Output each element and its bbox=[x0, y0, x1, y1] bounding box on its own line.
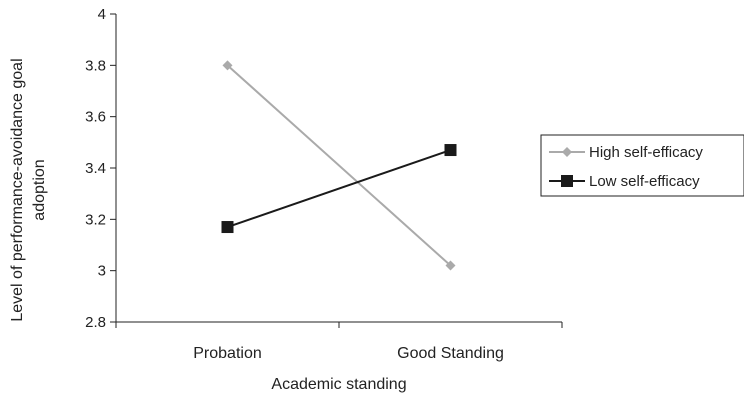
legend-box bbox=[540, 134, 744, 197]
legend: High self-efficacy Low self-efficacy bbox=[540, 134, 744, 197]
y-tick-label: 3 bbox=[98, 263, 106, 280]
data-point bbox=[221, 221, 234, 234]
y-tick-label: 3.6 bbox=[85, 109, 106, 126]
y-tick-label: 4 bbox=[98, 6, 106, 23]
x-category-label: Good Standing bbox=[397, 345, 504, 362]
y-axis-title-line-2: adoption bbox=[31, 159, 48, 220]
y-tick-label: 3.4 bbox=[85, 160, 106, 177]
legend-label: High self-efficacy bbox=[589, 144, 703, 161]
series-line bbox=[226, 64, 452, 267]
series-line bbox=[227, 149, 451, 228]
y-axis-title-line-1: Level of performance-avoidance goal bbox=[9, 58, 26, 321]
legend-label: Low self-efficacy bbox=[589, 173, 700, 190]
x-category-label: Probation bbox=[193, 345, 262, 362]
legend-item: Low self-efficacy bbox=[549, 173, 700, 190]
y-tick-label: 3.2 bbox=[85, 211, 106, 228]
y-tick-label: 3.8 bbox=[85, 57, 106, 74]
series-layer bbox=[221, 60, 457, 271]
x-axis: Probation Good Standing bbox=[115, 321, 563, 362]
y-axis: 2.8 3 3.2 3.4 3.6 3.8 4 bbox=[85, 6, 117, 331]
data-point bbox=[445, 260, 456, 271]
x-axis-title: Academic standing bbox=[271, 376, 406, 393]
series-high-self-efficacy bbox=[222, 60, 456, 271]
data-point bbox=[444, 144, 457, 157]
series-low-self-efficacy bbox=[221, 144, 457, 234]
legend-marker bbox=[561, 175, 573, 187]
legend-marker bbox=[562, 147, 572, 157]
data-point bbox=[222, 60, 233, 71]
y-tick-label: 2.8 bbox=[85, 314, 106, 331]
legend-item: High self-efficacy bbox=[549, 144, 703, 161]
